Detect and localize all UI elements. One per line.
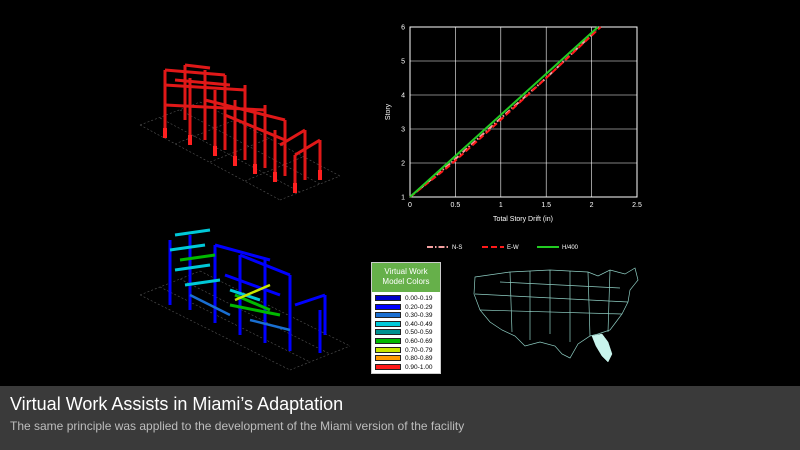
legend-row: 0.60-0.69 [375,337,439,346]
legend-row: 0.00-0.19 [375,294,439,303]
legend-entry: E-W [507,245,519,251]
legend-label: 0.40-0.49 [405,320,433,328]
caption-bar: Virtual Work Assists in Miami’s Adaptati… [0,386,800,450]
x-axis-label: Total Story Drift (in) [493,216,553,223]
legend-label: 0.50-0.59 [405,329,433,337]
x-tick-label: 0 [408,202,412,209]
y-tick-label: 2 [401,161,405,168]
y-tick-label: 6 [401,25,405,32]
legend-label: 0.20-0.29 [405,303,433,311]
legend-swatch [375,312,401,319]
legend-heading-line1: Virtual Work [384,267,428,276]
x-tick-label: 2.5 [632,202,642,209]
x-tick-label: 0.5 [451,202,461,209]
legend-swatch [375,329,401,336]
legend-row: 0.70-0.79 [375,346,439,355]
legend-label: 0.70-0.79 [405,346,433,354]
florida-highlight [591,333,613,363]
legend-heading-line2: Model Colors [382,277,430,286]
legend-label: 0.00-0.19 [405,295,433,302]
x-tick-label: 2 [590,202,594,209]
y-tick-label: 5 [401,59,405,66]
x-tick-label: 1.5 [541,202,551,209]
legend-swatch [375,303,401,310]
legend-swatch [375,346,401,353]
y-axis-label: Story [385,103,392,120]
usa-map [473,267,639,363]
legend-row: 0.80-0.89 [375,354,439,363]
legend-label: 0.90-1.00 [405,363,433,371]
y-tick-label: 3 [401,127,405,134]
legend-swatch [375,338,401,344]
legend-label: 0.30-0.39 [405,312,433,320]
legend-heading: Virtual Work Model Colors [372,263,440,292]
virtual-work-color-model [139,228,351,371]
series-line-h-400 [409,26,599,198]
legend-entry: H/400 [562,245,579,251]
y-tick-label: 4 [401,93,405,100]
caption-title: Virtual Work Assists in Miami’s Adaptati… [10,394,344,414]
legend-swatch [375,295,401,301]
legend-label: 0.80-0.89 [405,355,433,363]
legend-label: 0.60-0.69 [405,338,433,345]
legend-row: 0.40-0.49 [375,320,439,329]
red-frame-model [139,63,341,201]
legend-row: 0.30-0.39 [375,311,439,320]
story-drift-chart: 0 0.5 1 1.5 2 2.5 1 2 3 4 5 6 Total Story Drift (in… [385,25,642,252]
legend-entry: N-S [452,245,462,251]
legend-row: 0.20-0.29 [375,303,439,312]
series-line-e-w [409,26,602,198]
legend-swatch [375,355,401,362]
y-tick-label: 1 [401,195,405,202]
virtual-work-color-legend: Virtual Work Model Colors 0.00-0.19 0.20-… [371,262,441,374]
legend-swatch [375,320,401,327]
legend-swatch [375,363,401,370]
caption-subtitle: The same principle was applied to the de… [10,419,465,433]
legend-row: 0.50-0.59 [375,328,439,337]
x-tick-label: 1 [499,202,503,209]
plot-area [409,26,638,198]
legend-row: 0.90-1.00 [375,363,439,372]
